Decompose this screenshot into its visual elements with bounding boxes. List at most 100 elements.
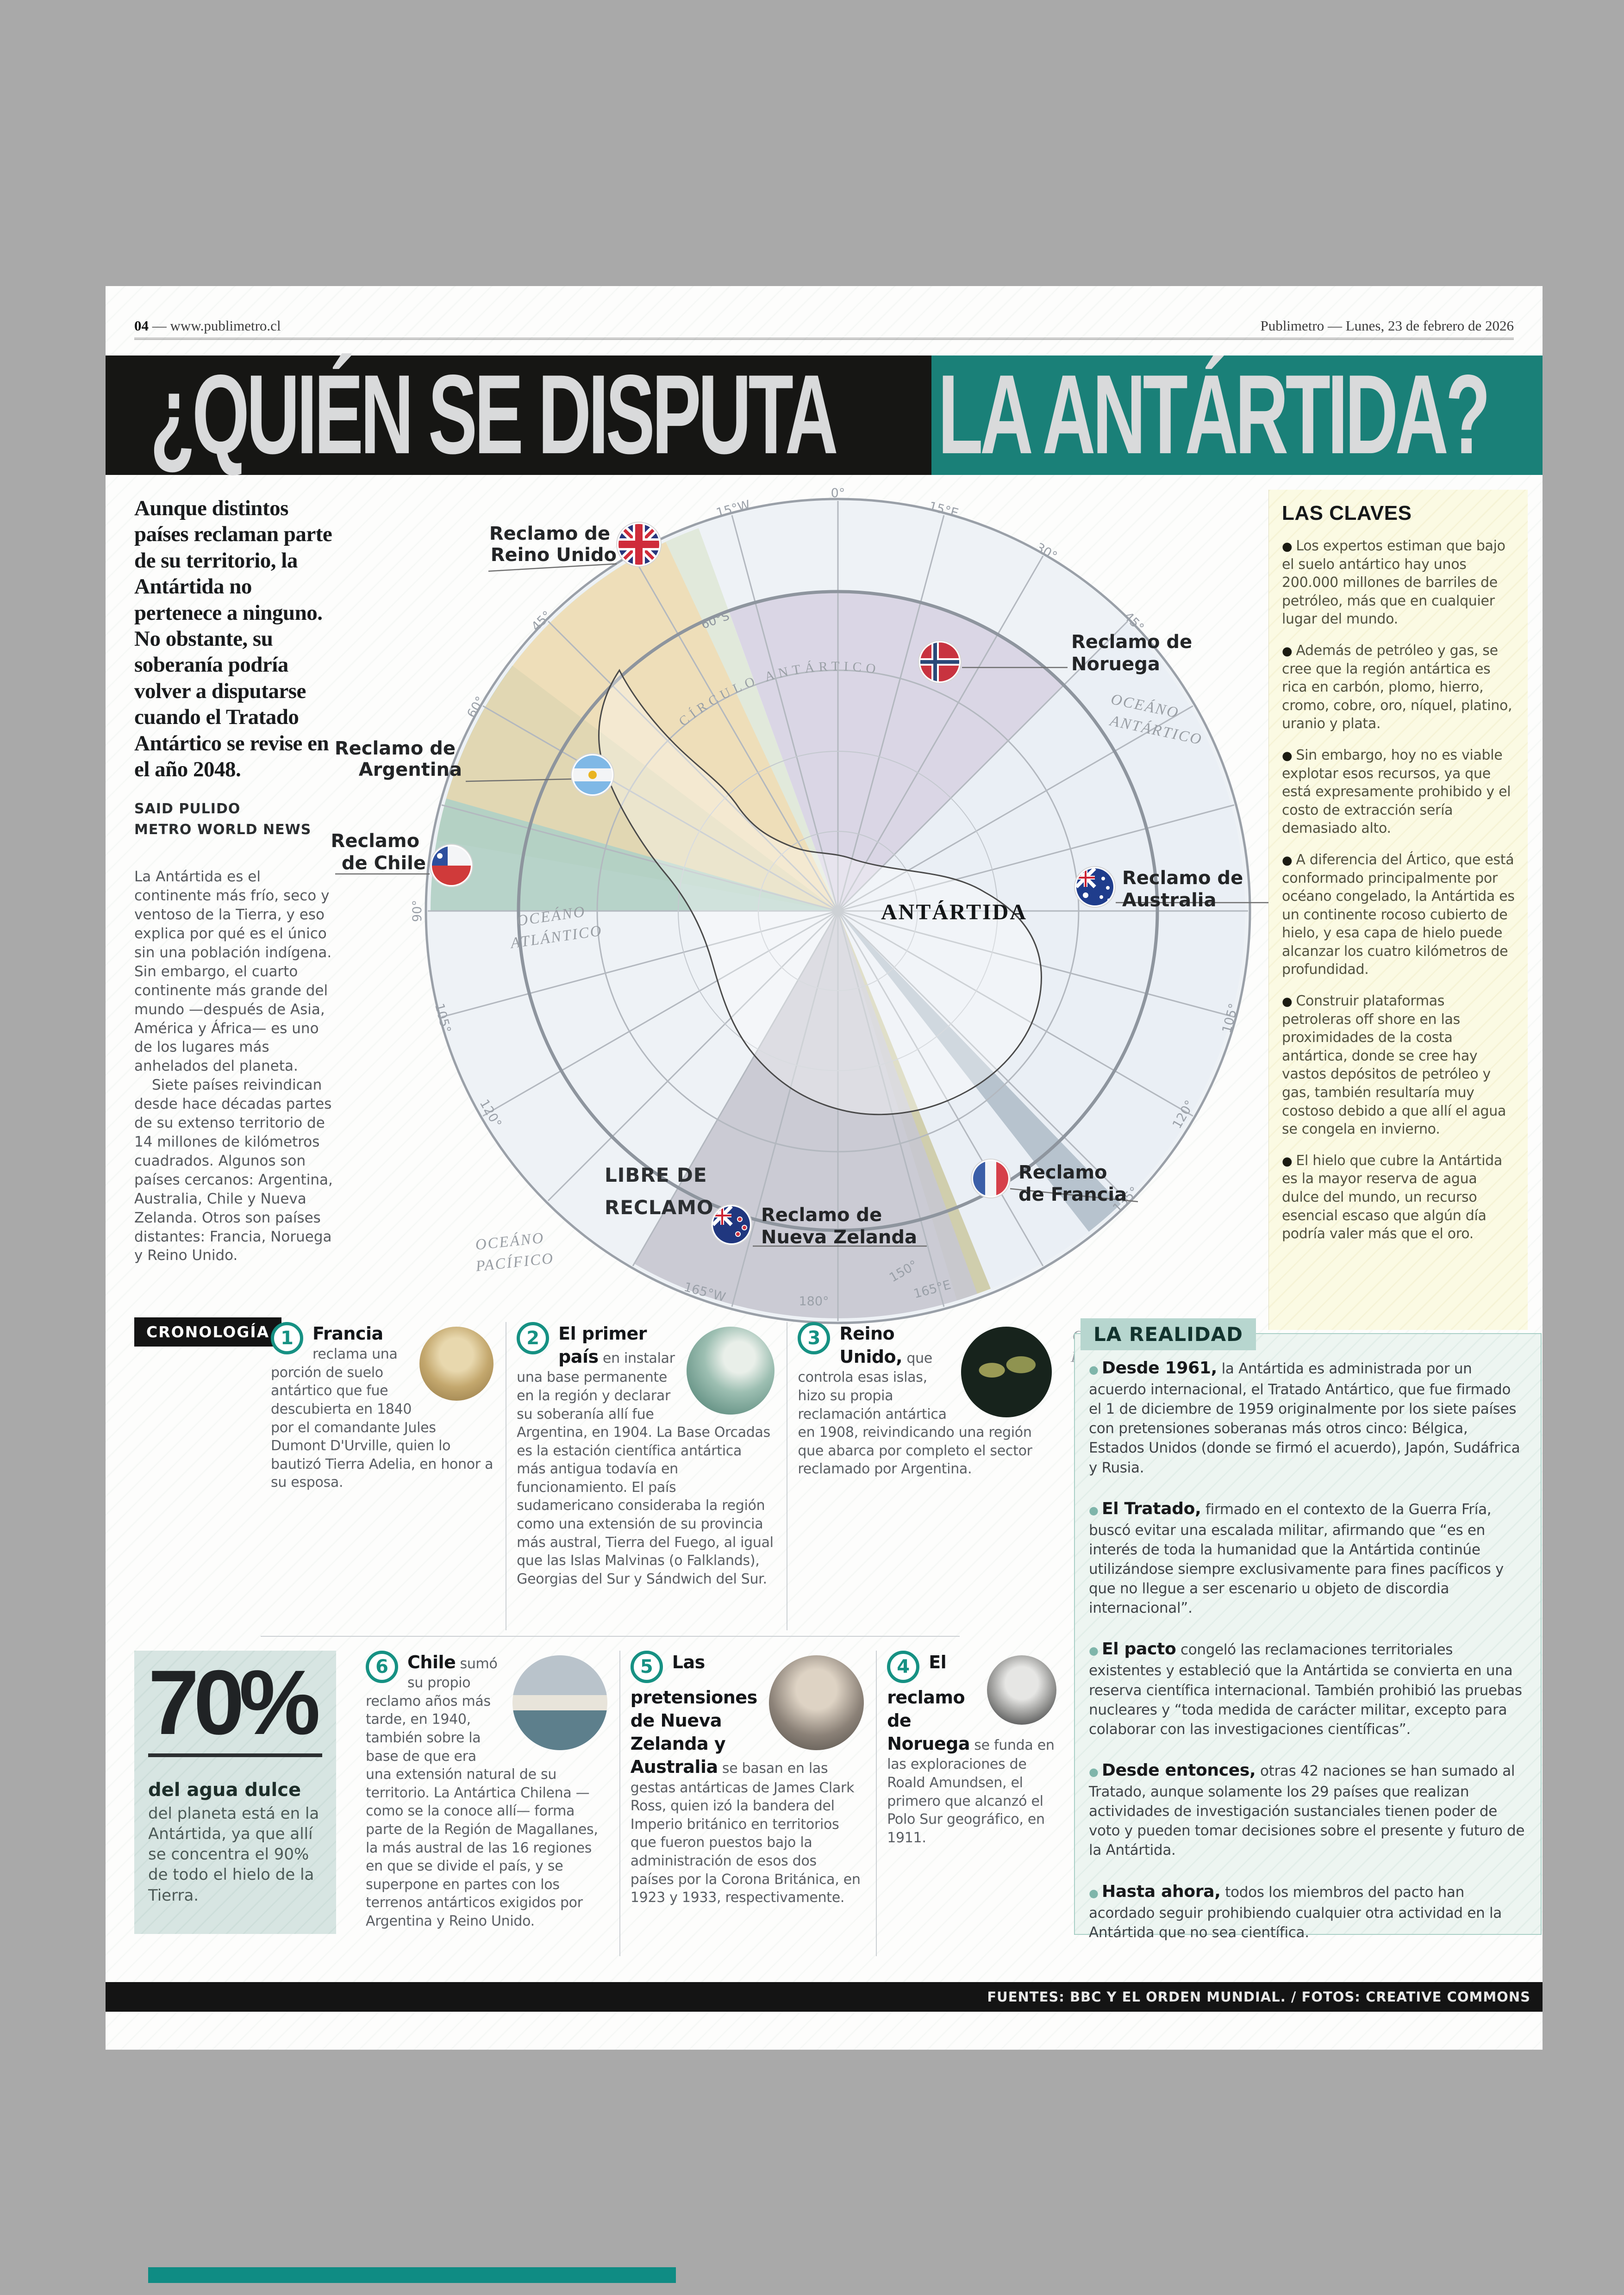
claim-label-nueva-zelanda: Reclamo de Nueva Zelanda [761,1204,917,1248]
cronologia-item-5: 5 Las pretensiones de Nueva Zelanda y Au… [619,1651,876,1956]
meridian-label: 90° [410,900,425,922]
item-4-body: se funda en las exploraciones de Roald A… [887,1737,1055,1846]
claim-label-argentina: Reclamo de Argentina [335,738,462,780]
sector-australia-oeste [838,911,1089,1294]
item-6-lead: Chile [407,1652,456,1672]
clave-bullet: El hielo que cubre la Antártida es la ma… [1282,1152,1515,1243]
las-claves-title: LAS CLAVES [1282,502,1412,524]
latitude-60s-circle [517,590,1159,1232]
item-5-body: se basan en las gestas antárticas de Jam… [630,1760,861,1906]
item-5-text: Las pretensiones de Nueva Zelanda y Aust… [631,1651,864,1907]
antarctic-circle [596,669,1080,1153]
credits-bar: FUENTES: BBC Y EL ORDEN MUNDIAL. / FOTOS… [106,1982,1543,2012]
realidad-text-4: otras 42 naciones se han sumado al Trata… [1089,1763,1525,1859]
claim-label-noruega: Reclamo de Noruega [1071,631,1199,675]
portrait-jules-dumont-durville [419,1327,494,1401]
cronologia-item-3: 3 Reino Unido, que controla esas islas, … [787,1322,1064,1630]
clave-bullet: Construir plataformas petroleras off sho… [1282,992,1515,1139]
claim-label-chile: Reclamo de Chile [331,830,426,874]
stat-lead: del agua dulce [148,1779,301,1801]
intro-column: Aunque distintos países reclaman parte d… [134,495,334,1265]
meridian-lines [428,501,1248,1321]
ocean-pacifico: OCEÁNO PACÍFICO [472,1229,555,1275]
libre-de-reclamo-label: LIBRE DE RECLAMO [605,1164,714,1219]
realidad-text-2: firmado en el contexto de la Guerra Fría… [1089,1501,1504,1617]
number-circle-2: 2 [517,1322,550,1354]
flag-nueva-zelanda-icon [711,1204,752,1246]
flag-reino-unido-icon [616,522,662,567]
realidad-lead-3: El pacto [1101,1640,1176,1659]
la-realidad-badge: LA REALIDAD [1081,1318,1256,1350]
claim-labels: Reclamo de Reino Unido Reclamo de Argent… [331,523,1249,1248]
page-number: 04 [134,318,149,334]
flag-australia-icon [1074,866,1116,908]
realidad-bullet-4: Desde entonces, otras 42 naciones se han… [1089,1759,1525,1860]
realidad-lead-4: Desde entonces, [1101,1761,1256,1780]
item-3-body: que controla esas islas, hizo su propia … [798,1350,1032,1478]
clave-bullet: Los expertos estiman que bajo el suelo a… [1282,537,1515,629]
credits-text: FUENTES: BBC Y EL ORDEN MUNDIAL. / FOTOS… [987,1989,1530,2005]
number-circle-4: 4 [887,1651,920,1683]
item-2-body: en instalar una base permanente en la re… [517,1350,774,1587]
agency: METRO WORLD NEWS [134,822,312,838]
item-4-lead: El reclamo de Noruega [887,1652,970,1754]
item-1-text: Francia reclama una porción de suelo ant… [271,1322,494,1492]
next-page-teal-strip [148,2267,676,2283]
cronologia-item-4: 4 El reclamo de Noruega se funda en las … [876,1651,1068,1956]
number-circle-1: 1 [271,1322,303,1354]
realidad-bullet-5: Hasta ahora, todos los miembros del pact… [1089,1881,1525,1942]
number-circle-5: 5 [630,1651,663,1683]
latitude-inner-circle-1 [678,751,998,1071]
antarctica-coastline [598,669,1042,1116]
cronologia-badge: CRONOLOGÍA [134,1317,282,1347]
map-svg: 0° 15°W 15°E 30° 30° 45° 45° 60° 90° 105… [331,486,1318,1370]
portrait-roald-amundsen [987,1655,1056,1725]
clave-bullet: Además de petróleo y gas, se cree que la… [1282,642,1515,733]
page-title-part1: ¿QUIÉN SE DISPUTA [150,351,838,477]
photo-base-orcadas [687,1327,775,1415]
cronologia-row-divider [261,1636,960,1637]
item-2-text: El primer país en instalar una base perm… [517,1322,775,1588]
intro-body: La Antártida es el continente más frío, … [134,867,334,1265]
title-right: LA ANTÁRTIDA? [931,355,1543,475]
antartida-label: ANTÁRTIDA [881,900,1027,924]
newspaper-page: 04 — www.publimetro.cl Publimetro — Lune… [106,286,1543,2050]
page-number-url: 04 — www.publimetro.cl [134,318,281,334]
photo-islas-malvinas-satellite [961,1327,1052,1417]
realidad-bullet-2: El Tratado, firmado en el contexto de la… [1089,1498,1525,1618]
number-circle-6: 6 [366,1651,398,1683]
cronologia-item-6: 6 Chile sumó su propio reclamo años más … [356,1651,619,1956]
item-4-text: El reclamo de Noruega se funda en las ex… [887,1651,1056,1847]
number-circle-3: 3 [798,1322,831,1354]
intro-paragraph-1: La Antártida es el continente más frío, … [134,868,332,1075]
intro-paragraph-2: Siete países reivindican desde hace déca… [134,1077,333,1264]
realidad-lead-1: Desde 1961, [1101,1359,1218,1378]
byline: SAID PULIDO [134,801,241,817]
clave-bullet: Sin embargo, hoy no es viable explotar e… [1282,746,1515,838]
flag-argentina-icon [571,753,614,797]
item-3-lead: Reino Unido, [839,1323,903,1367]
cronologia-item-1: 1 Francia reclama una porción de suelo a… [261,1322,506,1630]
claim-label-francia: Reclamo de Francia [1018,1162,1127,1205]
item-2-lead: El primer país [558,1323,647,1367]
claim-label-reino-unido: Reclamo de Reino Unido [489,523,617,566]
cronologia-row-1: 1 Francia reclama una porción de suelo a… [261,1322,1064,1630]
item-6-body: sumó su propio reclamo años más tarde, e… [366,1656,598,1929]
site-url: — www.publimetro.cl [149,318,281,334]
claim-label-australia: Reclamo de Australia [1122,867,1249,911]
sector-argentina [446,542,838,911]
meridian-label: 180° [799,1294,829,1309]
realidad-text-1: la Antártida es administrada por un acue… [1089,1360,1520,1476]
realidad-lead-2: El Tratado, [1101,1499,1201,1518]
intro-lead: Aunque distintos países reclaman parte d… [134,496,332,781]
sector-australia-este [838,623,1245,1204]
stat-70-percent-box: 70% del agua dulce del planeta está en l… [134,1651,336,1934]
stat-text: del planeta está en la Antártida, ya que… [148,1804,319,1905]
portrait-james-clark-ross [769,1655,864,1750]
realidad-bullet-3: El pacto congeló las reclamaciones terri… [1089,1638,1525,1739]
item-3-text: Reino Unido, que controla esas islas, hi… [798,1322,1052,1478]
sector-overlap-sliver [838,911,991,1300]
meridian-label: 0° [831,486,845,500]
flag-noruega-icon [918,640,962,684]
flag-francia-icon [971,1159,1011,1198]
